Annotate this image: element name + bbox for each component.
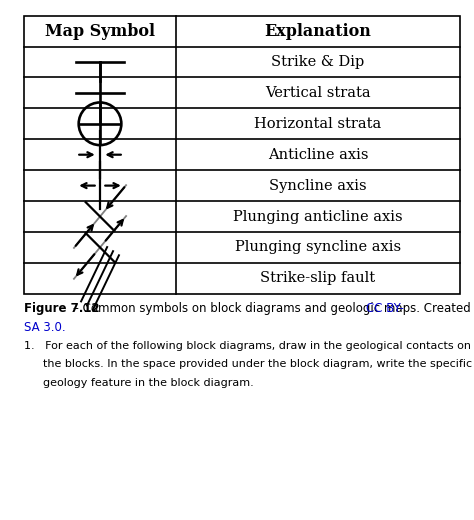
Text: Syncline axis: Syncline axis [269,178,367,192]
Text: Strike-slip fault: Strike-slip fault [261,271,375,285]
Text: Explanation: Explanation [264,22,372,40]
Text: Plunging syncline axis: Plunging syncline axis [235,240,401,254]
Text: 1.   For each of the following block diagrams, draw in the geological contacts o: 1. For each of the following block diagr… [24,341,474,350]
Text: – Common symbols on block diagrams and geologic maps. Created by Randa Harris.: – Common symbols on block diagrams and g… [73,302,474,315]
Text: Vertical strata: Vertical strata [265,86,371,100]
Text: the blocks. In the space provided under the block diagram, write the specific na: the blocks. In the space provided under … [43,359,474,369]
Text: Anticline axis: Anticline axis [268,148,368,162]
Text: SA 3.0.: SA 3.0. [24,321,65,334]
Text: Map Symbol: Map Symbol [45,22,155,40]
Text: Plunging anticline axis: Plunging anticline axis [233,210,403,224]
Bar [24,16,460,294]
Text: geology feature in the block diagram.: geology feature in the block diagram. [43,378,254,388]
Text: Figure 7.12: Figure 7.12 [24,302,100,315]
Text: Horizontal strata: Horizontal strata [255,117,382,131]
Text: CC BY-: CC BY- [366,302,404,315]
Text: Strike & Dip: Strike & Dip [272,55,365,69]
